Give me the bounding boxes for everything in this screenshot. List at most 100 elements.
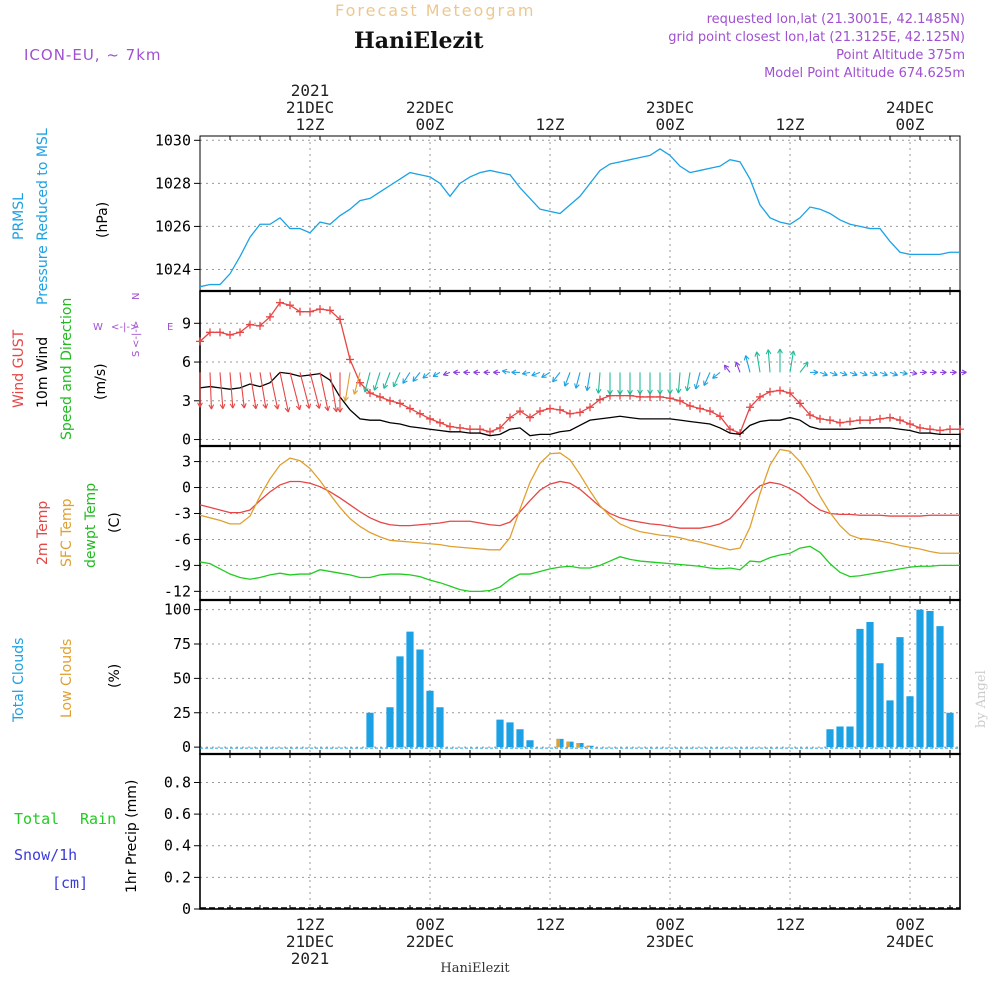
arrow-head	[863, 371, 868, 376]
arrow-head	[483, 369, 489, 373]
time-label-top: 24DEC	[886, 98, 934, 117]
total-cloud-bar	[916, 609, 924, 748]
product-title: Forecast Meteogram	[335, 1, 535, 20]
arrow-head	[575, 384, 580, 389]
wind10m-label: 10m Wind	[35, 337, 51, 408]
temp-panel: -12 -9 -6 -3 0 3	[164, 445, 961, 601]
ytick-label: -3	[173, 504, 191, 522]
ytick-label: 100	[164, 601, 191, 619]
arrow-shaft	[229, 372, 234, 409]
gust-marker	[756, 392, 764, 401]
arrow-shaft	[279, 372, 289, 413]
arrow-head	[531, 371, 536, 376]
arrow-head	[521, 370, 527, 375]
arrow-head	[295, 405, 301, 411]
wind-direction-arrow	[667, 372, 673, 395]
total-cloud-bar	[426, 690, 434, 748]
precip-labels: Total Rain Snow/1h [cm] 1hr Precip (mm)	[14, 780, 140, 893]
arrow-head	[501, 370, 507, 375]
arrow-head	[675, 388, 679, 394]
wind-direction-arrow	[675, 372, 682, 394]
total-cloud-bar	[516, 729, 524, 748]
arrow-head	[724, 364, 730, 368]
wind-direction-arrow	[909, 370, 918, 376]
wind-direction-arrow	[789, 350, 796, 373]
wind-direction-arrow	[337, 372, 343, 413]
arrow-shaft	[829, 371, 838, 376]
arrow-head	[912, 370, 918, 375]
arrow-head	[531, 375, 537, 377]
wind-direction-arrow	[930, 369, 937, 376]
time-label-bottom: 22DEC	[406, 932, 454, 951]
arrow-shaft	[249, 372, 257, 409]
time-label-top: 23DEC	[646, 98, 694, 117]
arrow-shaft	[289, 372, 301, 410]
arrow-head	[372, 385, 375, 391]
time-label-bottom: 12Z	[776, 915, 805, 934]
arrow-shaft	[383, 372, 391, 389]
point-altitude: Point Altitude 375m	[836, 48, 965, 63]
arrow-head	[806, 362, 809, 368]
wind10m-line	[199, 371, 960, 437]
ytick-label: 3	[182, 453, 191, 471]
wind-direction-arrow	[734, 361, 741, 373]
arrow-head	[364, 388, 369, 393]
arrow-head	[629, 389, 633, 395]
wind-direction-arrow	[940, 369, 947, 376]
arrow-head	[511, 369, 517, 373]
arrow-head	[756, 351, 761, 357]
arrow-head	[262, 404, 267, 409]
wind-direction-arrow	[208, 372, 215, 410]
compass-s: S	[131, 351, 142, 357]
arrow-head	[352, 389, 355, 395]
time-label-top: 00Z	[896, 115, 925, 134]
gust-marker	[526, 413, 534, 422]
arrow-head	[393, 383, 398, 388]
gust-marker	[896, 416, 904, 425]
arrow-shaft	[597, 372, 601, 394]
total-cloud-bar	[946, 712, 954, 748]
arrow-head	[617, 389, 621, 395]
wind-direction-arrow	[637, 372, 643, 395]
wind-direction-arrow	[289, 372, 302, 411]
wind-direction-arrow	[319, 372, 331, 412]
arrow-head	[951, 371, 957, 376]
wind-direction-arrow	[483, 369, 490, 376]
precip-frame	[199, 753, 961, 910]
total-cloud-bar	[366, 712, 374, 748]
wind-direction-arrow	[765, 349, 772, 373]
arrow-head	[734, 361, 737, 368]
arrow-head	[287, 407, 291, 413]
arrow-head	[511, 371, 517, 376]
gust-marker	[736, 429, 744, 438]
arrow-head	[637, 389, 641, 395]
gust-marker	[236, 328, 244, 337]
time-label-bottom: 23DEC	[646, 932, 694, 951]
arrow-head	[822, 374, 828, 377]
temp2m-label: 2m Temp	[35, 501, 51, 565]
arrow-head	[483, 371, 489, 376]
arrow-shaft	[723, 364, 731, 373]
gust-marker	[946, 425, 954, 434]
total-cloud-bar	[436, 707, 444, 748]
wind-frame	[199, 290, 961, 447]
arrow-head	[432, 371, 437, 377]
gust-marker	[416, 409, 424, 418]
arrow-shaft	[819, 371, 828, 376]
time-label-top: 12Z	[296, 115, 325, 134]
arrow-head	[240, 403, 245, 409]
wind-direction-arrow	[754, 351, 761, 373]
arrow-head	[921, 369, 927, 373]
arrow-head	[712, 376, 718, 379]
wind-panel: 0 3 6 9	[182, 290, 961, 449]
ytick-label: 0	[182, 738, 191, 756]
wind-direction-arrow	[839, 370, 848, 377]
arrow-head	[862, 374, 868, 377]
arrow-shaft	[502, 370, 511, 373]
gust-marker	[226, 330, 234, 339]
arrow-head	[463, 369, 469, 373]
arrow-head	[703, 382, 709, 386]
ytick-label: 0	[182, 479, 191, 497]
arrow-head	[941, 371, 947, 376]
arrow-head	[584, 385, 588, 391]
